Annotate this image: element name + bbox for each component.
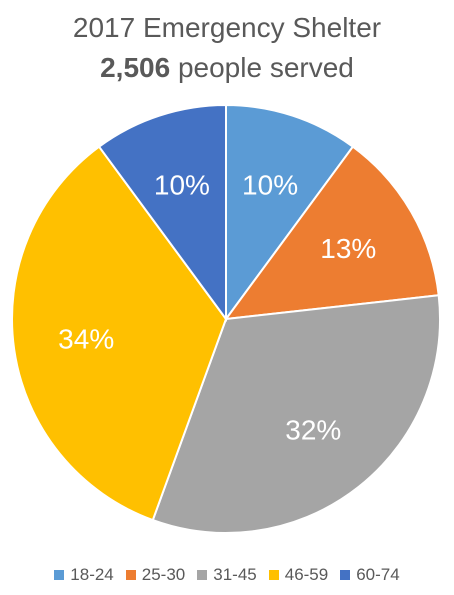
pie-slice-46-59: [11, 145, 228, 522]
legend-swatch: [340, 570, 351, 580]
legend-label: 31-45: [213, 565, 257, 584]
legend-swatch: [197, 570, 208, 580]
pie-label-31-45: 32%: [285, 415, 341, 446]
pie-label-60-74: 10%: [154, 169, 210, 200]
pie-slices: [11, 103, 441, 534]
chart-legend: 18-24 25-30 31-45 46-59 60-74: [0, 563, 454, 587]
pie-label-46-59: 34%: [58, 324, 114, 355]
legend-item-60-74: 60-74: [340, 565, 400, 585]
legend-swatch: [54, 570, 65, 580]
legend-item-25-30: 25-30: [125, 565, 186, 585]
chart-title: 2017 Emergency Shelter: [72, 12, 382, 43]
legend-label: 18-24: [70, 565, 114, 584]
legend-label: 46-59: [284, 565, 329, 584]
chart-title-block: 2017 Emergency Shelter 2,506 people serv…: [0, 8, 454, 88]
legend-item-18-24: 18-24: [54, 565, 114, 585]
people-served-count: 2,506: [100, 52, 171, 83]
pie-slice-31-45: [151, 294, 441, 534]
pie-slice-60-74: [97, 103, 227, 323]
legend-label: 25-30: [141, 565, 186, 584]
chart-subtitle: 2,506 people served: [0, 48, 454, 88]
pie-data-labels: 10% 13% 32% 34% 10%: [58, 169, 376, 445]
pie-slice-25-30: [223, 145, 440, 321]
legend-swatch: [125, 570, 136, 580]
pie-chart: 10% 13% 32% 34% 10%: [11, 103, 441, 534]
legend-label: 60-74: [356, 565, 400, 584]
pie-slice-18-24: [225, 103, 355, 323]
pie-label-18-24: 10%: [242, 169, 298, 200]
legend-swatch: [268, 570, 279, 580]
legend-item-31-45: 31-45: [197, 565, 257, 585]
legend-item-46-59: 46-59: [268, 565, 329, 585]
people-served-label: people served: [170, 52, 354, 83]
pie-label-25-30: 13%: [320, 233, 376, 264]
